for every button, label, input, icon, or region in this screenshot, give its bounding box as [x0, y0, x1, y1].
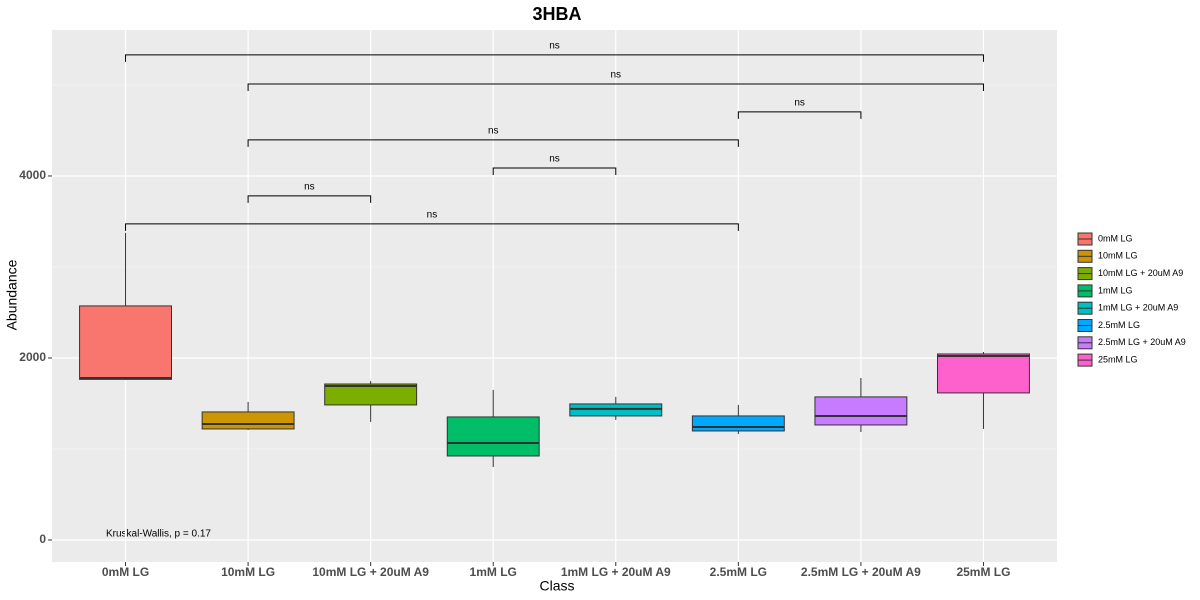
y-axis-title: Abundance: [4, 259, 20, 330]
bracket: [247, 83, 984, 91]
annotation: Kruskal-Wallis, p = 0.17: [106, 529, 211, 540]
bracket: [247, 139, 739, 147]
x-tick-label: 2.5mM LG: [710, 565, 767, 579]
bracket-label: ns: [549, 41, 560, 52]
box: [569, 403, 663, 417]
x-tick-label: 1mM LG + 20uM A9: [561, 565, 671, 579]
legend-label: 1mM LG: [1098, 285, 1133, 295]
y-tick-label: 4000: [19, 168, 46, 182]
legend-label: 10mM LG: [1098, 251, 1138, 261]
legend-label: 0mM LG: [1098, 233, 1133, 243]
x-tick-label: 10mM LG + 20uM A9: [312, 565, 429, 579]
bracket: [125, 54, 984, 62]
box: [324, 383, 418, 406]
legend-label: 10mM LG + 20uM A9: [1098, 268, 1183, 278]
bracket-label: ns: [427, 210, 438, 221]
bracket: [125, 223, 739, 231]
legend-label: 2.5mM LG + 20uM A9: [1098, 337, 1186, 347]
box: [79, 305, 172, 380]
bracket: [492, 167, 617, 175]
box: [446, 416, 540, 457]
bracket-label: ns: [610, 70, 621, 81]
x-tick-label: 25mM LG: [956, 565, 1010, 579]
y-tick-label: 0: [39, 532, 46, 546]
box: [814, 396, 908, 426]
chart-title: 3HBA: [532, 4, 581, 24]
x-axis-title: Class: [539, 578, 574, 594]
bracket-label: ns: [794, 98, 805, 109]
legend-label: 1mM LG + 20uM A9: [1098, 303, 1178, 313]
x-tick-label: 2.5mM LG + 20uM A9: [801, 565, 921, 579]
x-tick-label: 0mM LG: [102, 565, 149, 579]
legend-label: 25mM LG: [1098, 354, 1138, 364]
bracket: [737, 111, 862, 119]
x-tick-label: 1mM LG: [470, 565, 517, 579]
box: [691, 415, 785, 432]
bracket-label: ns: [549, 154, 560, 165]
box: [201, 411, 295, 430]
x-tick-label: 10mM LG: [221, 565, 275, 579]
panel: [52, 30, 1057, 562]
bracket-label: ns: [304, 182, 315, 193]
y-tick-label: 2000: [19, 350, 46, 364]
bracket-label: ns: [488, 126, 499, 137]
box: [937, 353, 1030, 394]
bracket: [247, 195, 372, 203]
legend-label: 2.5mM LG: [1098, 320, 1140, 330]
